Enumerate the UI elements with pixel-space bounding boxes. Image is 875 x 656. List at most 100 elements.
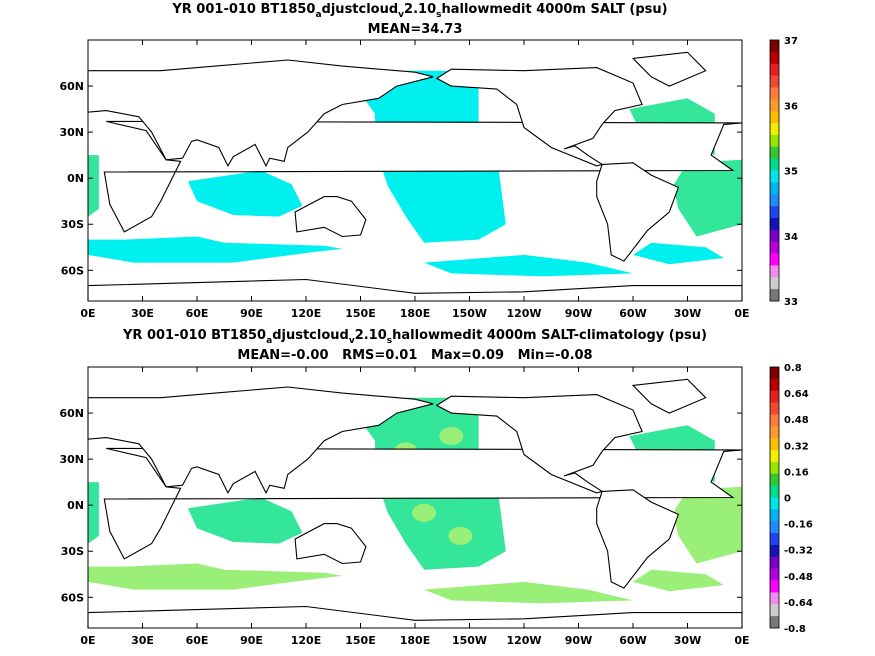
y-tick-label: 0N [67, 499, 84, 512]
colorbar-swatch [770, 485, 779, 498]
field-patch [673, 486, 742, 564]
panel-2: YR 001-010 BT1850adjustcloudv2.10shallow… [59, 328, 812, 647]
colorbar-swatch [770, 390, 779, 403]
panel-2-map [87, 366, 743, 629]
x-tick-label: 60E [186, 634, 209, 647]
y-tick-label: 30S [61, 545, 84, 558]
x-tick-label: 90W [565, 307, 592, 320]
x-tick-label: 0E [734, 307, 749, 320]
x-tick-label: 120E [291, 634, 321, 647]
colorbar-swatch [770, 146, 779, 159]
panel-1-title: YR 001-010 BT1850adjustcloudv2.10shallow… [171, 2, 667, 20]
panel-1-y-ticks: 60N 30N 0N 30S 60S [59, 80, 742, 277]
y-tick-label: 60N [59, 80, 84, 93]
colorbar-swatch [770, 461, 779, 475]
colorbar-label: 36 [784, 101, 798, 112]
colorbar-swatch [770, 473, 779, 486]
colorbar-frame [769, 366, 780, 629]
colorbar-swatch [770, 616, 779, 629]
x-tick-label: 90E [240, 307, 263, 320]
x-tick-label: 120W [506, 634, 541, 647]
colorbar-label: -0.64 [784, 598, 813, 609]
colorbar-frame [769, 39, 780, 302]
colorbar-swatch [770, 241, 779, 254]
colorbar-swatch [770, 556, 779, 569]
field-patch [187, 170, 303, 217]
colorbar-swatch [770, 182, 779, 195]
colorbar-swatch [770, 521, 779, 534]
colorbar-swatch [770, 568, 779, 581]
y-tick-label: 0N [67, 172, 84, 185]
x-tick-label: 150W [452, 307, 487, 320]
coastline [294, 523, 367, 565]
colorbar-swatch [770, 217, 779, 231]
coastline [596, 162, 680, 262]
field-patch [88, 482, 99, 544]
colorbar-swatch [770, 51, 779, 65]
field-patch [448, 526, 473, 545]
colorbar-swatch [770, 497, 779, 510]
coastline [87, 59, 434, 168]
colorbar-swatch [770, 40, 779, 53]
colorbar-label: 0.64 [784, 389, 809, 400]
field-patch [673, 159, 742, 237]
x-tick-label: 120W [506, 307, 541, 320]
colorbar-label: 34 [784, 232, 798, 243]
colorbar-swatch [770, 123, 779, 136]
x-tick-label: 150E [345, 307, 375, 320]
x-tick-label: 30E [131, 634, 154, 647]
x-tick-label: 0E [734, 634, 749, 647]
colorbar-label: 0 [784, 494, 791, 505]
colorbar-label: 0.8 [784, 363, 802, 374]
colorbar-label: 0.32 [784, 441, 809, 452]
colorbar-label: -0.8 [784, 624, 806, 635]
y-tick-label: 30S [61, 218, 84, 231]
x-tick-label: 60W [619, 307, 646, 320]
colorbar-swatch [770, 253, 779, 266]
colorbar-label: 0.16 [784, 467, 809, 478]
field-patch [424, 254, 633, 277]
x-tick-label: 180E [400, 307, 430, 320]
y-tick-label: 60S [61, 591, 84, 604]
colorbar-swatch [770, 206, 779, 219]
coastline [435, 67, 643, 167]
colorbar-swatch [770, 229, 779, 242]
x-tick-label: 0E [80, 307, 95, 320]
colorbar-swatch [770, 277, 779, 290]
panel-2-y-ticks: 60N 30N 0N 30S 60S [59, 407, 742, 604]
colorbar-swatch [770, 426, 779, 439]
colorbar-swatch [770, 63, 779, 76]
panel-2-colorbar: 0.8 0.64 0.48 0.32 0.16 0 -0.16 -0.32 -0.48 -0.64… [769, 363, 813, 635]
coastline [435, 394, 643, 494]
colorbar-swatch [770, 158, 779, 171]
panel-2-x-ticks: 0E 30E 60E 90E 120E 150E 180E 150W 120W 90W 60W 30W… [80, 367, 750, 647]
field-patch [88, 155, 99, 217]
coastline [596, 489, 680, 589]
x-tick-label: 30W [674, 307, 701, 320]
x-tick-label: 90W [565, 634, 592, 647]
field-patch [633, 242, 724, 265]
colorbar-swatch [770, 402, 779, 415]
colorbar-swatch [770, 414, 779, 427]
x-tick-label: 0E [80, 634, 95, 647]
field-patch [412, 503, 437, 522]
field-patch [187, 497, 303, 544]
field-patch [633, 569, 724, 592]
colorbar-swatch [770, 533, 779, 546]
colorbar-swatch [770, 99, 779, 112]
colorbar-label: 37 [784, 36, 798, 47]
colorbar-swatch [770, 194, 779, 207]
y-tick-label: 30N [59, 453, 84, 466]
colorbar-swatch [770, 289, 779, 302]
field-patch [439, 427, 464, 446]
coastline [294, 196, 367, 238]
panel-1-subtitle: MEAN=34.73 [368, 22, 463, 37]
colorbar-label: -0.48 [784, 572, 813, 583]
colorbar-swatch [770, 509, 779, 522]
colorbar-swatch [770, 87, 779, 100]
panel-1: YR 001-010 BT1850adjustcloudv2.10shallow… [59, 2, 797, 320]
x-tick-label: 60W [619, 634, 646, 647]
colorbar-label: -0.32 [784, 546, 813, 557]
colorbar-label: 33 [784, 297, 798, 308]
